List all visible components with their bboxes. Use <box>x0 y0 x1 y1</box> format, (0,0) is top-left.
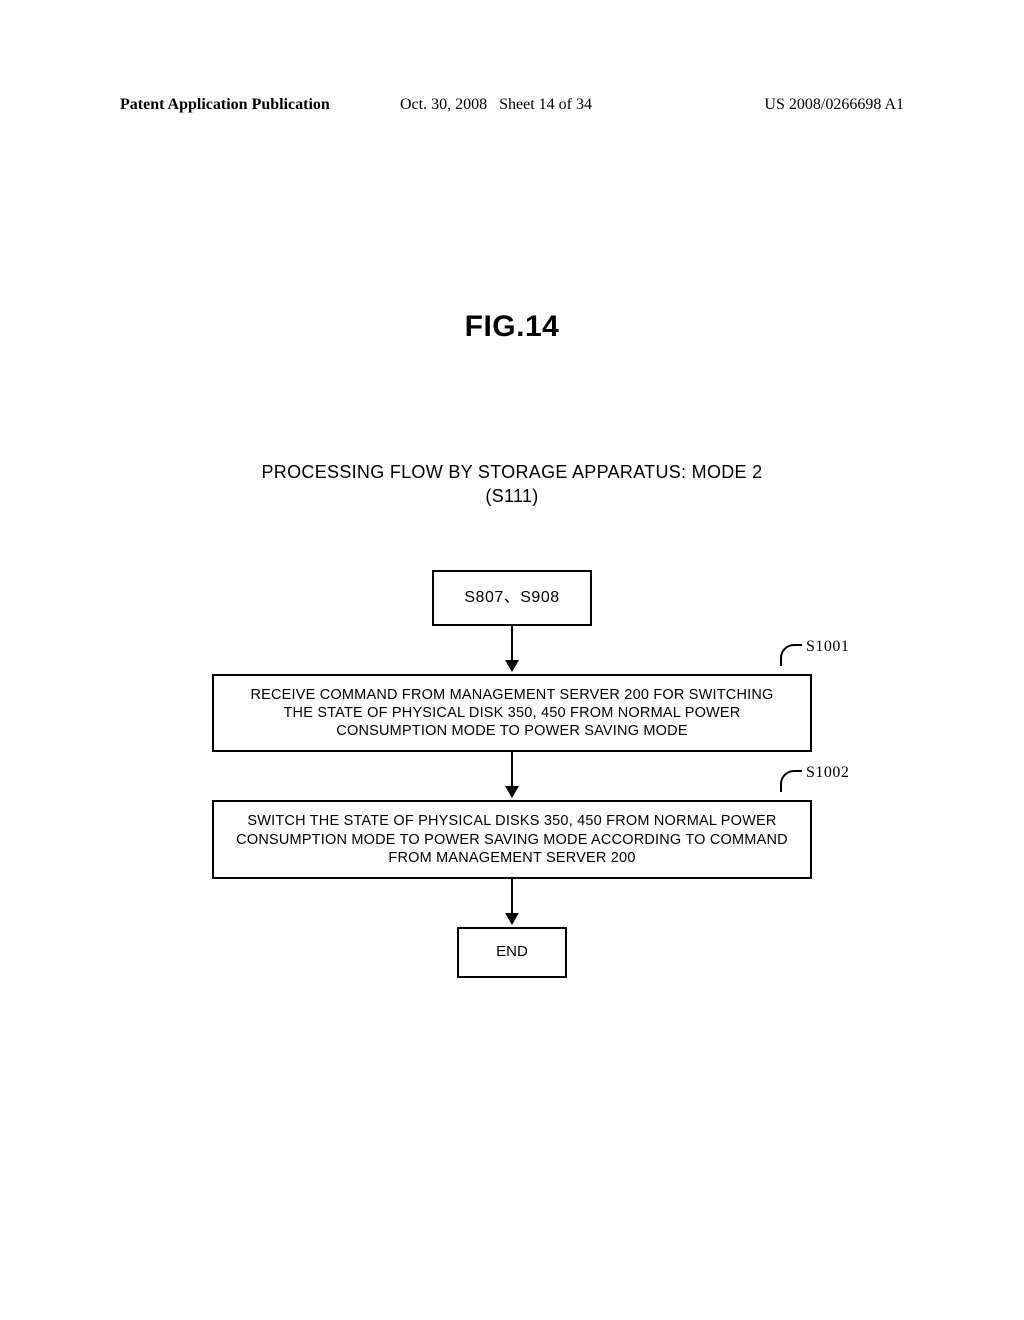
arrow-head-icon <box>505 786 519 798</box>
header-date-sheet: Oct. 30, 2008 Sheet 14 of 34 <box>400 96 592 114</box>
arrow-line-icon <box>511 879 513 915</box>
flow-title: PROCESSING FLOW BY STORAGE APPARATUS: MO… <box>0 460 1024 509</box>
flowchart: S807、S908 S1001 RECEIVE COMMAND FROM MAN… <box>0 570 1024 978</box>
flow-node-step: RECEIVE COMMAND FROM MANAGEMENT SERVER 2… <box>212 674 812 752</box>
arrow-head-icon <box>505 660 519 672</box>
header-publication: Patent Application Publication <box>120 96 330 114</box>
flow-step-wrap: S1001 RECEIVE COMMAND FROM MANAGEMENT SE… <box>0 674 1024 752</box>
flow-edge <box>0 879 1024 927</box>
header-pubno: US 2008/0266698 A1 <box>764 96 904 114</box>
flow-title-line1: PROCESSING FLOW BY STORAGE APPARATUS: MO… <box>262 462 763 482</box>
callout-hook-icon <box>780 770 802 792</box>
header-date: Oct. 30, 2008 <box>400 96 487 113</box>
step-ref-callout: S1002 <box>780 764 849 792</box>
flow-edge <box>0 626 1024 674</box>
arrow-head-icon <box>505 913 519 925</box>
flow-title-line2: (S111) <box>485 486 538 506</box>
callout-hook-icon <box>780 644 802 666</box>
figure-label: FIG.14 <box>0 310 1024 344</box>
flow-node-step: SWITCH THE STATE OF PHYSICAL DISKS 350, … <box>212 800 812 878</box>
header-sheet: Sheet 14 of 34 <box>499 96 592 113</box>
step-ref-label: S1002 <box>806 764 849 782</box>
page-root: Patent Application Publication Oct. 30, … <box>0 0 1024 1320</box>
flow-node-start: S807、S908 <box>432 570 592 626</box>
step-ref-label: S1001 <box>806 638 849 656</box>
arrow-line-icon <box>511 752 513 788</box>
arrow-line-icon <box>511 626 513 662</box>
flow-step-wrap: S1002 SWITCH THE STATE OF PHYSICAL DISKS… <box>0 800 1024 878</box>
flow-edge <box>0 752 1024 800</box>
flow-node-end: END <box>457 927 567 978</box>
step-ref-callout: S1001 <box>780 638 849 666</box>
